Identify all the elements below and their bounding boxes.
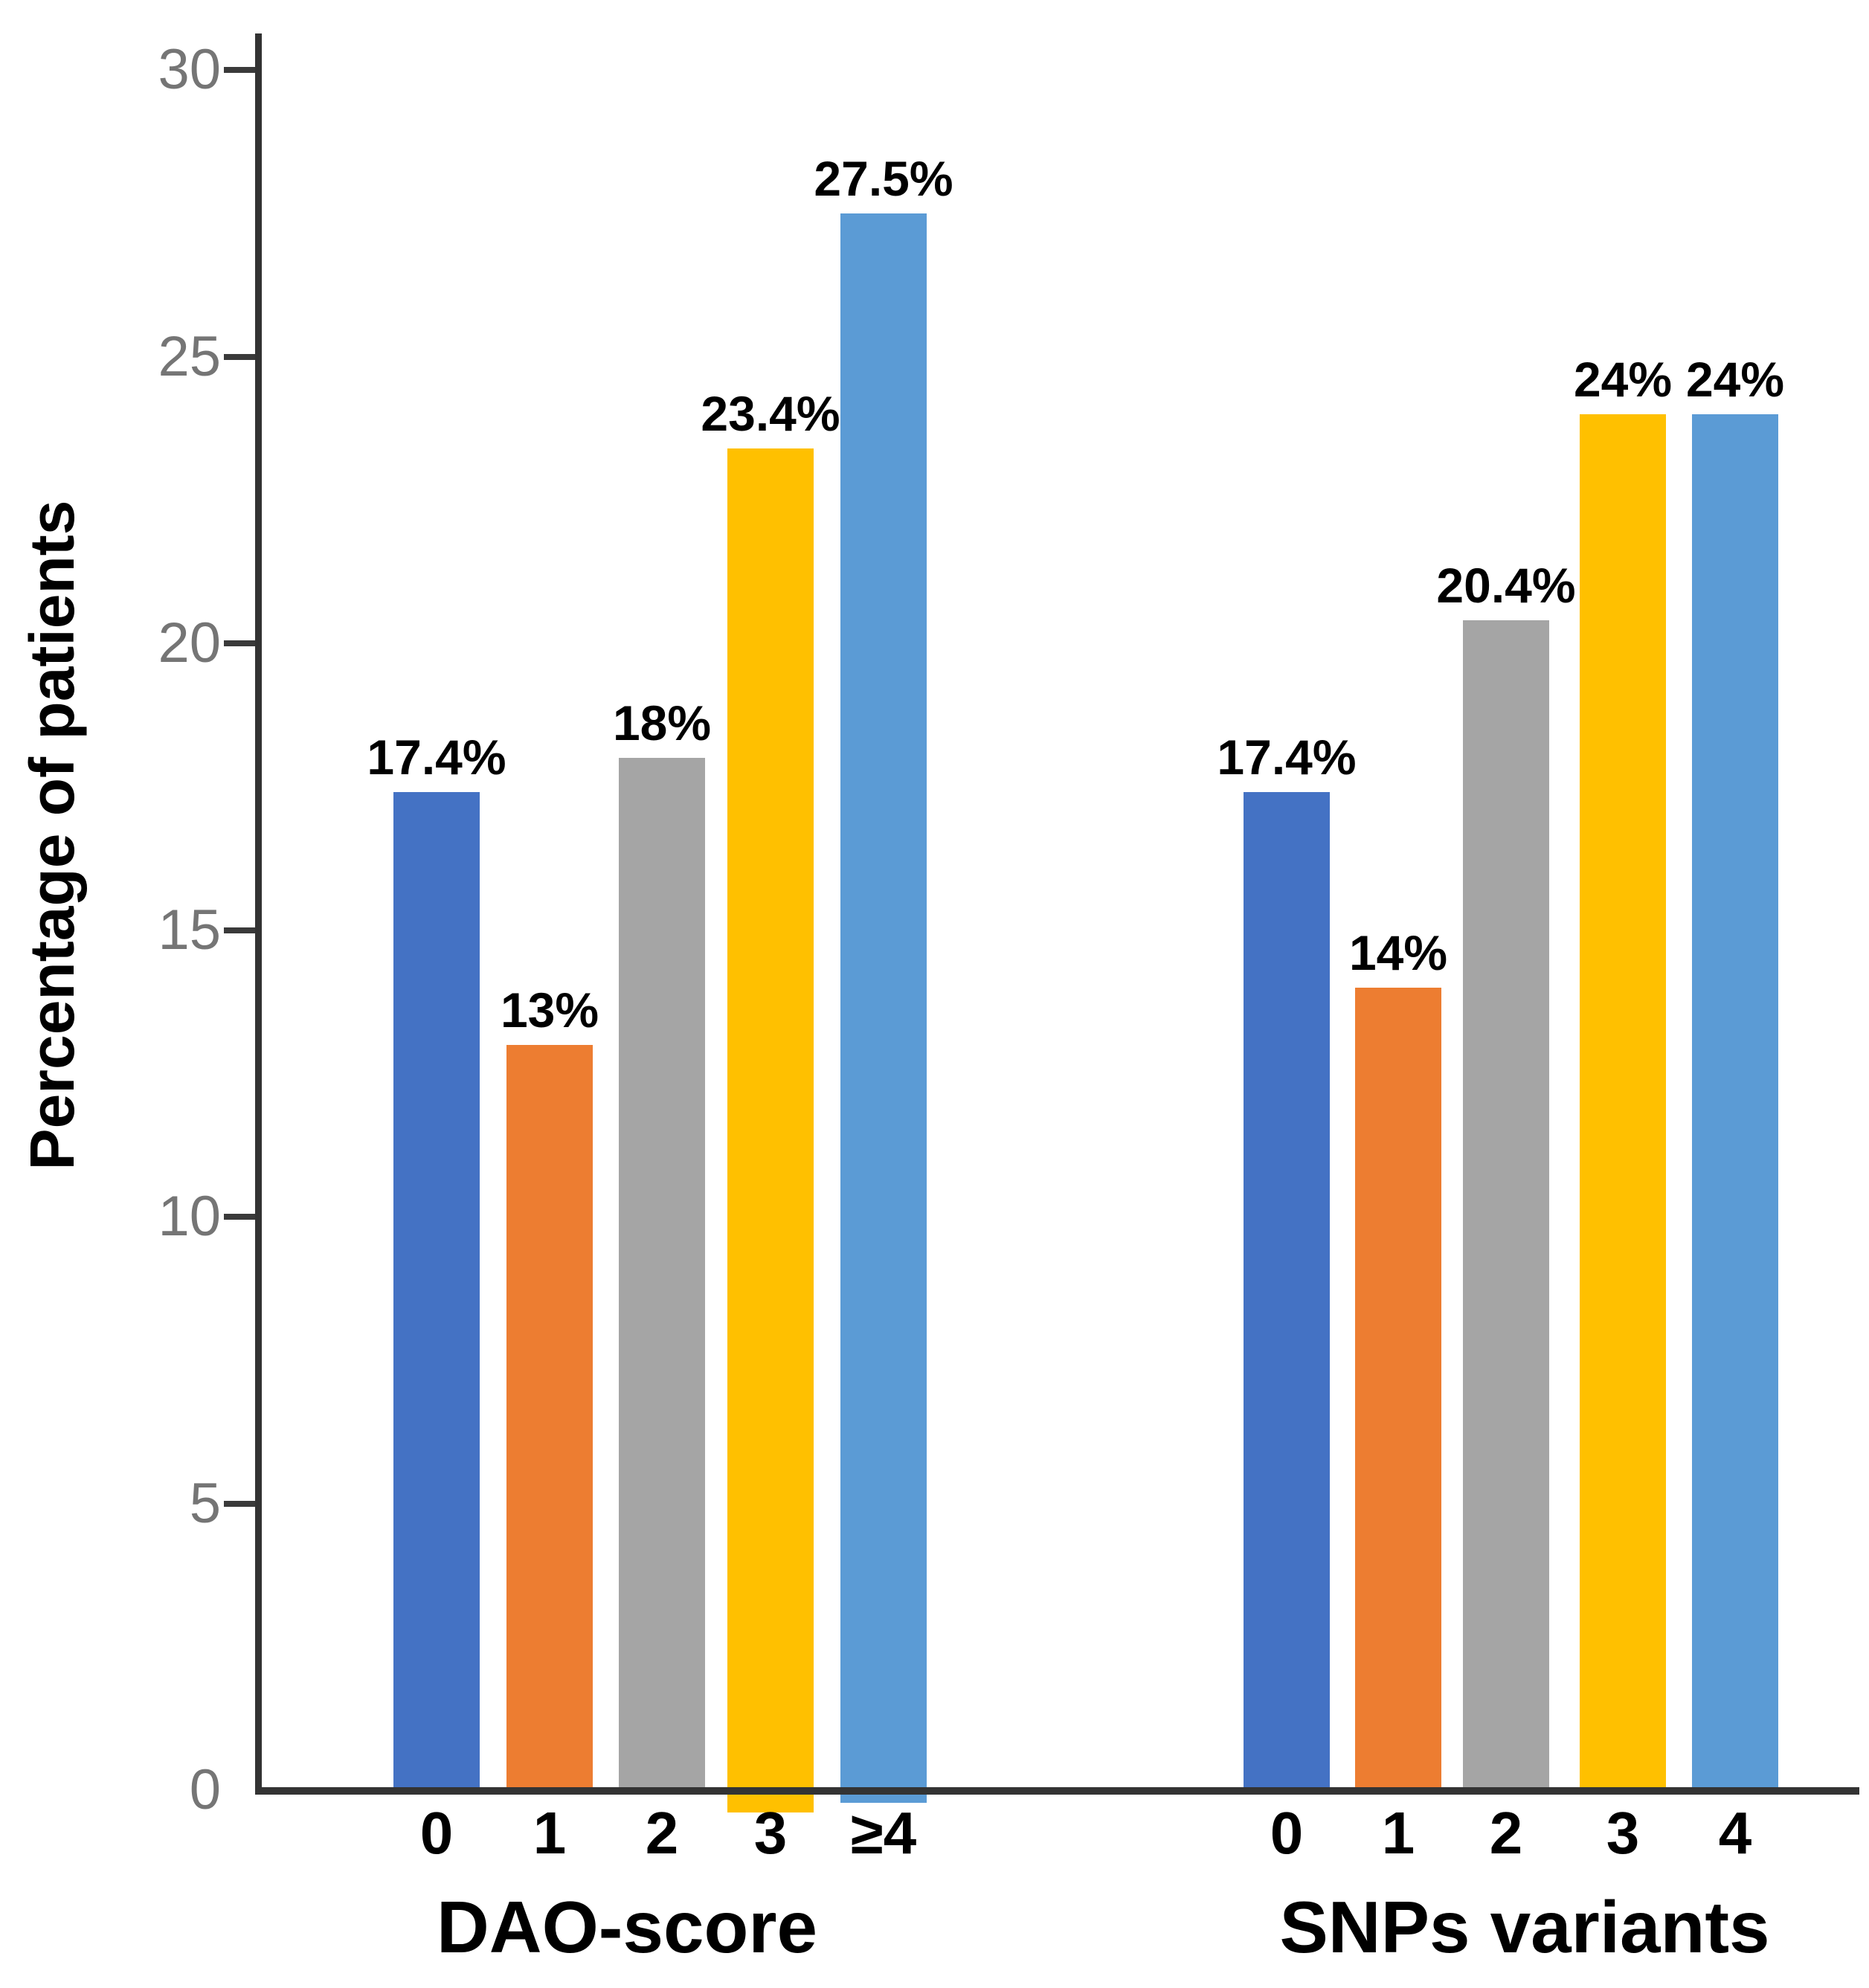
category-label: 3: [1606, 1800, 1640, 1866]
tick-label-15: 15: [158, 898, 221, 962]
category-label: ≥4: [850, 1800, 917, 1866]
tick-label-20: 20: [158, 611, 221, 675]
bar-value-label: 14%: [1348, 924, 1448, 980]
bar-value-label: 23.4%: [701, 385, 840, 441]
tick-label-10: 10: [158, 1185, 221, 1248]
tick-mark-15: [224, 927, 255, 933]
bar-value-label: 24%: [1685, 351, 1785, 407]
bar-dao-score-ge4: [840, 213, 927, 1803]
bar-snps-variants-3: [1580, 414, 1666, 1790]
bar-snps-variants-2: [1463, 620, 1549, 1790]
tick-mark-30: [224, 67, 255, 73]
bar-snps-variants-1: [1355, 987, 1441, 1790]
category-label: 4: [1718, 1800, 1752, 1866]
category-label: 0: [1270, 1800, 1304, 1866]
y-axis-line: [255, 33, 262, 1794]
tick-mark-20: [224, 640, 255, 646]
tick-mark-25: [224, 353, 255, 360]
x-axis-line: [255, 1787, 1859, 1795]
tick-label-30: 30: [158, 38, 221, 101]
bar-dao-score-2: [619, 758, 705, 1790]
category-label: 2: [1489, 1800, 1523, 1866]
bar-dao-score-1: [506, 1044, 593, 1790]
y-axis-title: Percentage of patients: [17, 500, 87, 1171]
tick-mark-5: [224, 1500, 255, 1507]
bar-dao-score-0: [393, 792, 480, 1790]
bar-value-label: 18%: [612, 695, 712, 751]
category-label: 1: [533, 1800, 567, 1866]
bar-dao-score-3: [727, 448, 814, 1812]
tick-label-0: 0: [189, 1758, 221, 1821]
bar-value-label: 27.5%: [814, 150, 953, 206]
bar-value-label: 17.4%: [1217, 730, 1357, 785]
bar-value-label: 17.4%: [367, 730, 506, 785]
tick-label-5: 5: [189, 1471, 221, 1535]
bar-value-label: 13%: [500, 982, 599, 1038]
category-label: 0: [419, 1800, 454, 1866]
tick-mark-10: [224, 1214, 255, 1220]
bar-value-label: 24%: [1573, 351, 1673, 407]
bar-snps-variants-4: [1692, 414, 1778, 1790]
bar-value-label: 20.4%: [1436, 558, 1576, 614]
category-label: 2: [645, 1800, 679, 1866]
category-label: 1: [1381, 1800, 1415, 1866]
group-title-snps-variants: SNPs variants: [1279, 1886, 1770, 1968]
category-label: 3: [753, 1800, 788, 1866]
bar-snps-variants-0: [1244, 792, 1330, 1790]
tick-label-25: 25: [158, 324, 221, 388]
group-title-dao-score: DAO-score: [437, 1886, 817, 1968]
